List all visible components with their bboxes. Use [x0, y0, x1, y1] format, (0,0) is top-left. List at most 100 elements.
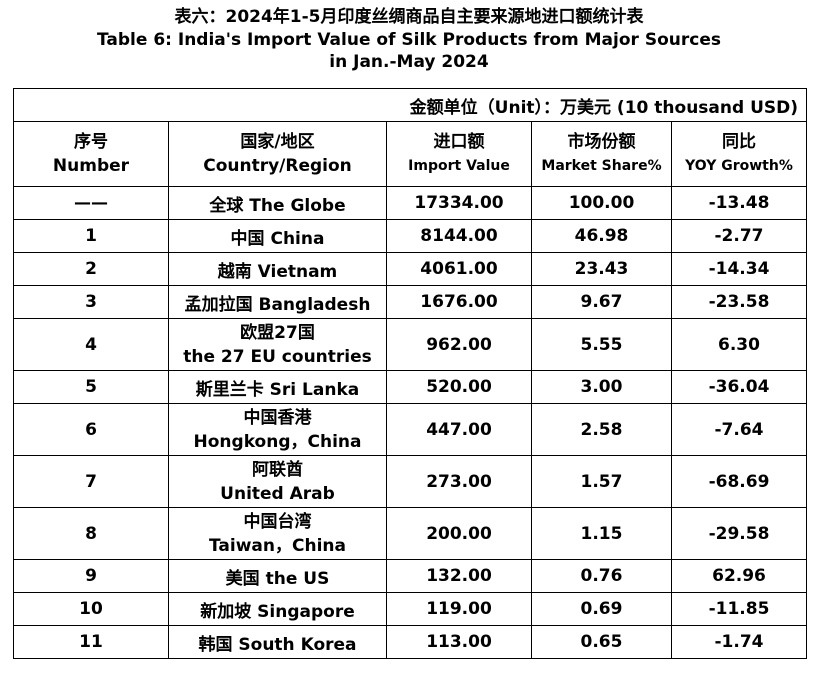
row-country-line-1: 韩国 South Korea — [198, 634, 357, 655]
row-yoy-growth: -23.58 — [671, 285, 807, 319]
row-market-share: 0.76 — [531, 559, 672, 593]
row-country-line-1: 中国香港 — [243, 407, 312, 428]
header-yoy-zh: 同比 — [722, 132, 756, 152]
header-share-en: Market Share% — [541, 158, 662, 174]
row-market-share: 2.58 — [531, 403, 672, 456]
row-import-value: 119.00 — [386, 592, 532, 626]
row-market-share: 100.00 — [531, 186, 672, 220]
row-yoy-growth: 6.30 — [671, 318, 807, 371]
table-row: 6 中国香港 Hongkong，China 447.00 2.58 -7.64 — [13, 403, 807, 456]
title-english-line-2: in Jan.-May 2024 — [329, 52, 489, 72]
table-row: 5 斯里兰卡 Sri Lanka 520.00 3.00 -36.04 — [13, 370, 807, 404]
row-import-value: 4061.00 — [386, 252, 532, 286]
row-country-line-1: 中国台湾 — [243, 511, 312, 532]
header-country: 国家/地区 Country/Region — [168, 121, 387, 187]
row-country: 斯里兰卡 Sri Lanka — [168, 370, 387, 404]
row-number: 6 — [13, 403, 169, 456]
row-market-share: 46.98 — [531, 219, 672, 253]
header-import-zh: 进口额 — [433, 132, 485, 152]
row-country: 新加坡 Singapore — [168, 592, 387, 626]
row-country: 越南 Vietnam — [168, 252, 387, 286]
row-yoy-growth: -13.48 — [671, 186, 807, 220]
row-number: 11 — [13, 625, 169, 659]
row-number: 8 — [13, 507, 169, 560]
row-import-value: 520.00 — [386, 370, 532, 404]
row-market-share: 1.15 — [531, 507, 672, 560]
row-yoy-growth: -1.74 — [671, 625, 807, 659]
row-market-share: 0.65 — [531, 625, 672, 659]
row-country-line-2: Taiwan，China — [209, 535, 346, 556]
row-yoy-growth: -14.34 — [671, 252, 807, 286]
row-yoy-growth: 62.96 — [671, 559, 807, 593]
row-import-value: 200.00 — [386, 507, 532, 560]
row-country-line-1: 越南 Vietnam — [217, 261, 338, 282]
row-number: 1 — [13, 219, 169, 253]
row-import-value: 273.00 — [386, 455, 532, 508]
row-number: —— — [13, 186, 169, 220]
row-import-value: 132.00 — [386, 559, 532, 593]
table-row: 8 中国台湾 Taiwan，China 200.00 1.15 -29.58 — [13, 507, 807, 560]
table-row: 7 阿联酋 United Arab 273.00 1.57 -68.69 — [13, 455, 807, 508]
row-market-share: 3.00 — [531, 370, 672, 404]
table-row: 1 中国 China 8144.00 46.98 -2.77 — [13, 219, 807, 253]
row-country-line-1: 孟加拉国 Bangladesh — [184, 294, 371, 315]
row-number: 7 — [13, 455, 169, 508]
header-yoy-en: YOY Growth% — [685, 158, 793, 174]
row-import-value: 1676.00 — [386, 285, 532, 319]
row-country-line-2: United Arab — [220, 483, 335, 504]
row-country-line-1: 全球 The Globe — [209, 195, 346, 216]
row-yoy-growth: -36.04 — [671, 370, 807, 404]
row-market-share: 5.55 — [531, 318, 672, 371]
row-country: 中国香港 Hongkong，China — [168, 403, 387, 456]
row-country-line-1: 新加坡 Singapore — [200, 601, 355, 622]
table-row: 9 美国 the US 132.00 0.76 62.96 — [13, 559, 807, 593]
row-country-line-1: 美国 the US — [225, 568, 330, 589]
row-number: 2 — [13, 252, 169, 286]
row-import-value: 113.00 — [386, 625, 532, 659]
row-country: 美国 the US — [168, 559, 387, 593]
row-market-share: 0.69 — [531, 592, 672, 626]
row-country-line-2: Hongkong，China — [193, 431, 362, 452]
row-import-value: 962.00 — [386, 318, 532, 371]
header-import-value: 进口额 Import Value — [386, 121, 532, 187]
row-number: 4 — [13, 318, 169, 371]
header-share-zh: 市场份额 — [567, 132, 636, 152]
title-english-line-1: Table 6: India's Import Value of Silk Pr… — [97, 29, 721, 50]
unit-label: 金额单位（Unit）：万美元 (10 thousand USD) — [13, 88, 807, 122]
table-row: 4 欧盟27国 the 27 EU countries 962.00 5.55 6.30 — [13, 318, 807, 371]
row-number: 5 — [13, 370, 169, 404]
row-import-value: 447.00 — [386, 403, 532, 456]
table-title: 表六：2024年1-5月印度丝绸商品自主要来源地进口额统计表 Table 6: … — [0, 6, 818, 74]
row-yoy-growth: -2.77 — [671, 219, 807, 253]
row-number: 9 — [13, 559, 169, 593]
table-row: —— 全球 The Globe 17334.00 100.00 -13.48 — [13, 186, 807, 220]
row-country: 孟加拉国 Bangladesh — [168, 285, 387, 319]
unit-row: 金额单位（Unit）：万美元 (10 thousand USD) — [13, 88, 807, 122]
row-yoy-growth: -11.85 — [671, 592, 807, 626]
row-market-share: 1.57 — [531, 455, 672, 508]
row-country: 欧盟27国 the 27 EU countries — [168, 318, 387, 371]
row-country-line-1: 斯里兰卡 Sri Lanka — [195, 379, 360, 400]
row-country: 全球 The Globe — [168, 186, 387, 220]
row-market-share: 9.67 — [531, 285, 672, 319]
row-country-line-1: 中国 China — [230, 228, 325, 249]
row-import-value: 17334.00 — [386, 186, 532, 220]
row-market-share: 23.43 — [531, 252, 672, 286]
row-yoy-growth: -68.69 — [671, 455, 807, 508]
row-yoy-growth: -29.58 — [671, 507, 807, 560]
header-yoy-growth: 同比 YOY Growth% — [671, 121, 807, 187]
row-country: 阿联酋 United Arab — [168, 455, 387, 508]
header-market-share: 市场份额 Market Share% — [531, 121, 672, 187]
header-country-en: Country/Region — [203, 156, 352, 176]
table-row: 2 越南 Vietnam 4061.00 23.43 -14.34 — [13, 252, 807, 286]
row-import-value: 8144.00 — [386, 219, 532, 253]
table-row: 11 韩国 South Korea 113.00 0.65 -1.74 — [13, 625, 807, 659]
row-country-line-1: 阿联酋 — [252, 459, 303, 480]
row-country: 中国台湾 Taiwan，China — [168, 507, 387, 560]
header-row: 序号 Number 国家/地区 Country/Region 进口额 Impor… — [13, 121, 807, 187]
row-number: 10 — [13, 592, 169, 626]
table-row: 3 孟加拉国 Bangladesh 1676.00 9.67 -23.58 — [13, 285, 807, 319]
row-country-line-2: the 27 EU countries — [183, 346, 372, 367]
table-row: 10 新加坡 Singapore 119.00 0.69 -11.85 — [13, 592, 807, 626]
row-yoy-growth: -7.64 — [671, 403, 807, 456]
